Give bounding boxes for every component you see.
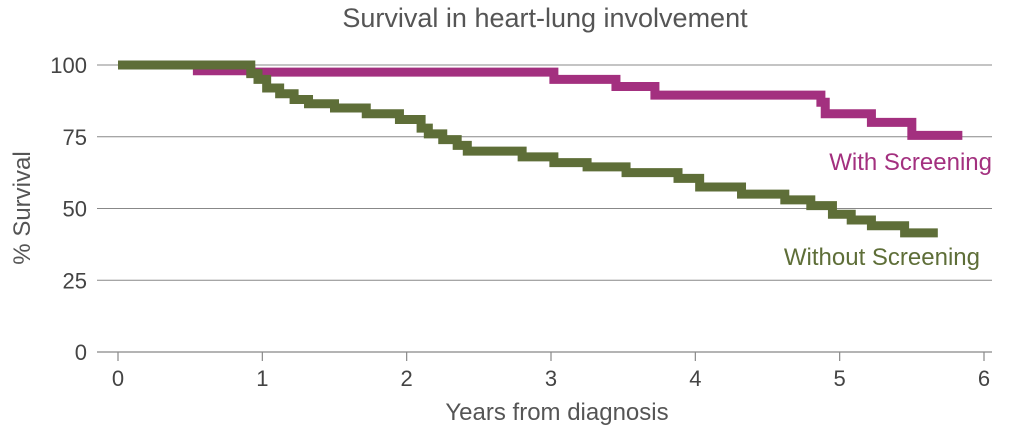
series-group — [118, 60, 963, 238]
series-line-with-screening — [118, 60, 963, 140]
series-label-with-screening: With Screening — [829, 149, 992, 176]
y-tick-label: 50 — [63, 197, 87, 222]
y-tick-label: 25 — [63, 268, 87, 293]
x-tick-label: 5 — [834, 366, 846, 391]
series-label-without-screening: Without Screening — [784, 244, 980, 271]
x-tick-label: 0 — [112, 366, 124, 391]
x-tick-label: 1 — [256, 366, 268, 391]
series-labels: With Screening Without Screening — [784, 149, 992, 271]
x-tick-label: 6 — [978, 366, 990, 391]
y-tick-label: 75 — [63, 125, 87, 150]
x-tick-label: 2 — [401, 366, 413, 391]
x-axis-label: Years from diagnosis — [445, 399, 668, 426]
y-tick-label: 0 — [75, 340, 87, 365]
chart-title: Survival in heart-lung involvement — [342, 3, 748, 33]
y-axis: 0 25 50 75 100 — [50, 53, 87, 365]
y-axis-label: % Survival — [9, 151, 36, 264]
x-tick-label: 4 — [689, 366, 701, 391]
y-tick-label: 100 — [50, 53, 87, 78]
x-tick-label: 3 — [545, 366, 557, 391]
x-axis: 0 1 2 3 4 5 6 — [112, 352, 990, 391]
gridlines — [97, 64, 992, 353]
series-line-without-screening — [118, 60, 938, 238]
